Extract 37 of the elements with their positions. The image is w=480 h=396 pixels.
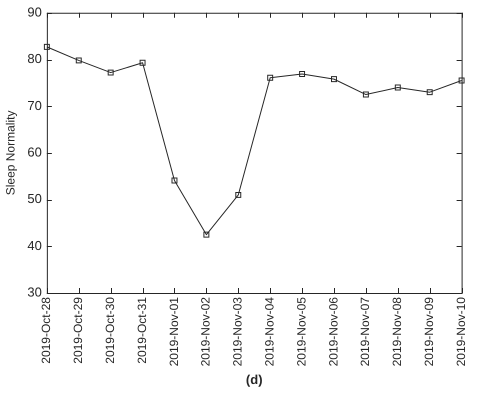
x-axis-title: (d) [246, 372, 263, 387]
x-tick-label: 2019-Nov-09 [422, 296, 436, 366]
x-tick-label: 2019-Nov-02 [198, 296, 213, 366]
x-tick-label: 2019-Nov-04 [262, 296, 276, 366]
point [331, 76, 337, 82]
y-tick-label: 50 [27, 191, 42, 206]
x-tick-label: 2019-Nov-10 [454, 296, 468, 366]
y-tick-label: 80 [27, 51, 42, 66]
point [76, 57, 82, 64]
y-tick-label: 90 [27, 4, 42, 20]
y-tick-label: 60 [27, 144, 42, 160]
x-tick-label: 2019-Nov-08 [390, 296, 404, 366]
point [362, 92, 369, 98]
x-tick-label: 2019-Nov-06 [326, 296, 340, 366]
y-axis-title: Sleep Normality [4, 110, 18, 196]
y-tick-label: 40 [27, 238, 42, 253]
y-tick-label: 70 [27, 98, 42, 113]
point [299, 71, 306, 77]
point [426, 89, 433, 96]
x-tick-label: 2019-Nov-07 [358, 296, 372, 366]
x-tick-label: 2019-Nov-01 [166, 296, 181, 366]
point [172, 177, 178, 184]
point [458, 78, 465, 84]
point [267, 74, 274, 81]
y-tick-label: 30 [27, 284, 42, 300]
point [44, 44, 50, 50]
x-tick-label: 2019-Oct-28 [39, 296, 54, 364]
point [235, 192, 242, 198]
point [203, 232, 210, 238]
x-tick-label: 2019-Oct-31 [134, 296, 149, 364]
point [140, 60, 146, 66]
point [108, 70, 114, 76]
point [394, 84, 401, 90]
x-tick-label: 2019-Oct-29 [71, 296, 86, 364]
x-tick-label: 2019-Nov-05 [294, 296, 308, 366]
x-tick-label: 2019-Oct-30 [102, 296, 117, 364]
x-tick-label: 2019-Nov-03 [230, 296, 245, 366]
